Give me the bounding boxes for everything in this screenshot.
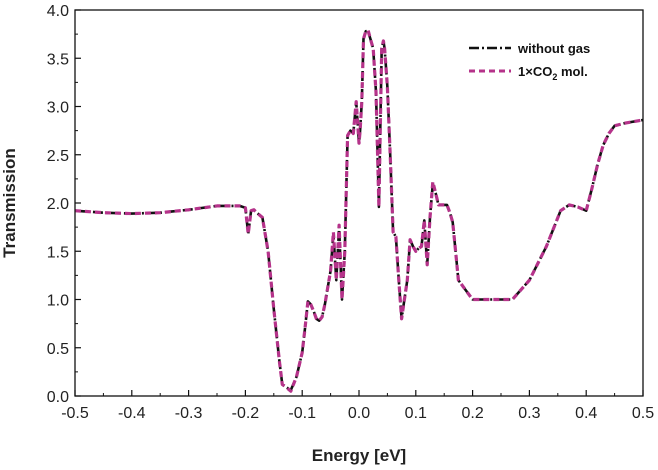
x-tick-neg0-5-label: -0.5 <box>61 405 89 422</box>
x-tick-neg0-3-label: -0.3 <box>175 405 203 422</box>
x-axis: -0.5 -0.4 -0.3 -0.2 -0.1 0.0 0.1 0.2 0.3 0.4 0.5 <box>61 390 654 422</box>
x-tick-0-2-label: 0.2 <box>461 405 483 422</box>
y-tick-4-0-label: 4.0 <box>47 3 69 20</box>
legend-label-co2-subscript: 2 <box>552 72 557 82</box>
y-tick-1-5-label: 1.5 <box>47 244 69 261</box>
y-tick-3-5-label: 3.5 <box>47 51 69 68</box>
y-axis: 0.0 0.5 1.0 1.5 2.0 2.5 3.0 3.5 4.0 <box>47 3 81 406</box>
x-tick-neg0-2-label: -0.2 <box>232 405 260 422</box>
x-tick-0-4-label: 0.4 <box>575 405 597 422</box>
y-tick-3-0-label: 3.0 <box>47 100 69 117</box>
x-tick-neg0-1-label: -0.1 <box>288 405 316 422</box>
legend-label-co2-suffix: mol. <box>557 64 587 79</box>
y-tick-0-5-label: 0.5 <box>47 341 69 358</box>
x-tick-neg0-4-label: -0.4 <box>118 405 146 422</box>
x-axis-title: Energy [eV] <box>312 446 406 465</box>
x-tick-0-1-label: 0.1 <box>405 405 427 422</box>
y-tick-0-0-label: 0.0 <box>47 389 69 406</box>
y-tick-2-0-label: 2.0 <box>47 196 69 213</box>
y-tick-2-5-label: 2.5 <box>47 148 69 165</box>
legend-label-co2: 1×CO2 mol. <box>518 64 588 82</box>
x-tick-0-3-label: 0.3 <box>518 405 540 422</box>
legend-label-without-gas-main: without gas <box>517 41 590 56</box>
legend-label-without-gas: without gas <box>517 41 590 56</box>
legend: without gas 1×CO2 mol. <box>469 41 590 82</box>
series-layer <box>74 28 644 393</box>
x-tick-0-5-label: 0.5 <box>632 405 654 422</box>
y-tick-1-0-label: 1.0 <box>47 293 69 310</box>
series-line-co2 <box>74 28 644 393</box>
y-axis-title: Transmission <box>0 148 19 258</box>
legend-label-co2-main: 1×CO <box>518 64 552 79</box>
x-tick-0-0-label: 0.0 <box>348 405 370 422</box>
